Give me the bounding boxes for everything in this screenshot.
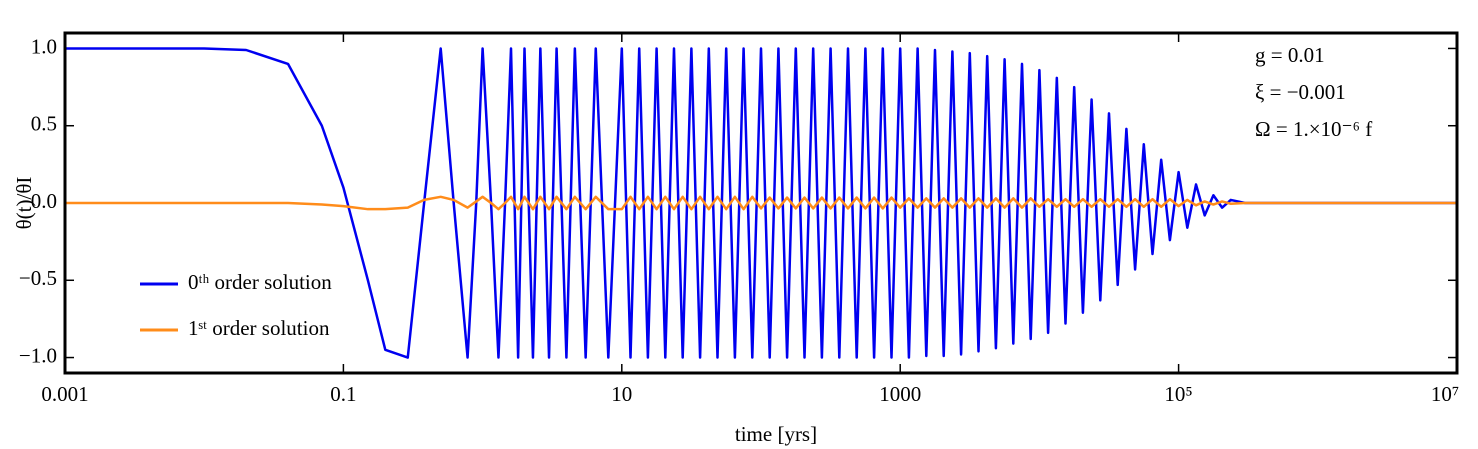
x-tick-label: 10⁵ bbox=[1164, 382, 1192, 406]
annotation: ξ = −0.001 bbox=[1255, 80, 1346, 104]
y-tick-label: 1.0 bbox=[31, 34, 57, 58]
y-axis-label: θ(t)/θI bbox=[12, 177, 36, 230]
annotation: g = 0.01 bbox=[1255, 43, 1325, 67]
x-tick-label: 10⁷ bbox=[1431, 382, 1459, 406]
x-tick-label: 0.001 bbox=[41, 382, 88, 406]
legend-label: 0ᵗʰ order solution bbox=[188, 270, 332, 294]
x-tick-label: 1000 bbox=[879, 382, 921, 406]
annotation: Ω = 1.×10⁻⁶ f bbox=[1255, 117, 1372, 141]
x-tick-label: 10 bbox=[611, 382, 632, 406]
y-tick-label: 0.0 bbox=[31, 189, 57, 213]
data-line bbox=[65, 195, 1457, 211]
y-tick-label: −0.5 bbox=[19, 266, 57, 290]
plot-frame bbox=[63, 31, 1459, 375]
y-tick-label: −1.0 bbox=[19, 343, 57, 367]
x-tick-label: 0.1 bbox=[330, 382, 356, 406]
x-axis-label: time [yrs] bbox=[735, 422, 817, 446]
y-tick-label: 0.5 bbox=[31, 112, 57, 136]
legend-label: 1ˢᵗ order solution bbox=[188, 316, 330, 340]
